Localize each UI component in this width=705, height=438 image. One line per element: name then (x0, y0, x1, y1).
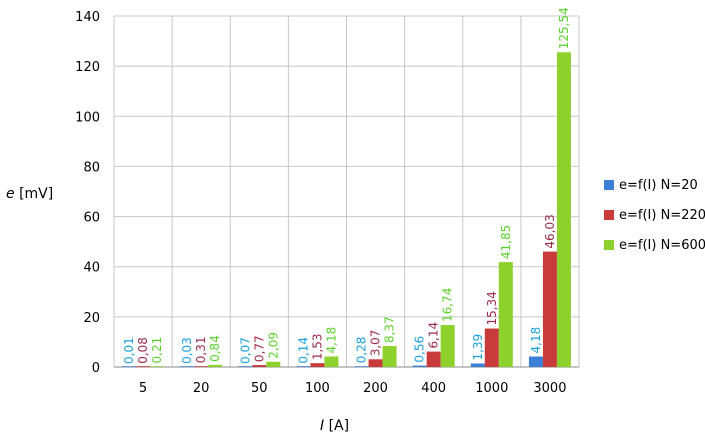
bar (180, 366, 195, 367)
grid-lines (113, 15, 580, 368)
x-tick-label: 3000 (533, 381, 566, 396)
y-tick-label: 0 (92, 361, 100, 376)
x-tick-label: 50 (251, 381, 268, 396)
x-axis-label: I [A] (320, 418, 349, 434)
y-tick-label: 60 (83, 211, 100, 226)
data-label: 125,54 (557, 7, 571, 49)
data-label: 4,18 (324, 327, 338, 354)
data-label: 0,28 (355, 337, 369, 364)
legend-swatch (604, 210, 614, 220)
x-tick-label: 1000 (475, 381, 508, 396)
legend-label: e=f(I) N=600 (619, 238, 705, 253)
bar (122, 366, 137, 367)
data-label: 0,01 (122, 337, 136, 364)
data-label: 0,03 (180, 337, 194, 364)
data-label: 0,56 (413, 336, 427, 363)
y-tick-label: 100 (75, 110, 100, 125)
bar (194, 366, 209, 367)
bar (324, 356, 339, 367)
bar (484, 328, 499, 367)
legend-swatch (604, 240, 614, 250)
data-label: 8,37 (383, 316, 397, 343)
x-tick-label: 100 (305, 381, 330, 396)
bar (368, 359, 383, 367)
bar (252, 365, 267, 367)
bar (310, 363, 325, 367)
y-axis-label: e [mV] (6, 186, 53, 202)
data-label: 3,07 (369, 330, 383, 357)
bar (542, 251, 557, 367)
data-label: 0,84 (208, 335, 222, 362)
bar (150, 366, 165, 367)
bar (556, 52, 571, 367)
x-axis-label-symbol: I (320, 418, 324, 434)
legend-swatch (604, 180, 614, 190)
y-tick-label: 20 (83, 311, 100, 326)
bars-group (122, 52, 571, 367)
data-label: 1,39 (471, 334, 485, 361)
data-label: 0,31 (194, 337, 208, 364)
bar (412, 365, 427, 367)
data-label: 41,85 (499, 225, 513, 259)
data-label: 0,14 (296, 337, 310, 364)
bar (136, 366, 151, 367)
legend-label: e=f(I) N=20 (619, 178, 698, 193)
y-tick-label: 80 (83, 160, 100, 175)
bar (296, 366, 311, 367)
bar (266, 361, 281, 367)
bar (354, 366, 369, 367)
bar (440, 325, 455, 367)
data-label: 15,34 (485, 291, 499, 325)
x-tick-label: 5 (139, 381, 147, 396)
data-label: 0,77 (252, 335, 266, 362)
x-tick-label: 20 (193, 381, 210, 396)
y-axis-label-unit: [mV] (15, 186, 54, 202)
y-axis-ticks: 0 20 40 60 80 100 120 140 (75, 10, 100, 376)
data-label: 4,18 (529, 327, 543, 354)
data-label: 0,07 (238, 337, 252, 364)
x-tick-label: 400 (421, 381, 446, 396)
y-tick-label: 40 (83, 261, 100, 276)
legend-label: e=f(I) N=220 (619, 208, 705, 223)
bar (528, 356, 543, 367)
data-label: 16,74 (441, 288, 455, 322)
x-axis-ticks: 5 20 50 100 200 400 1000 3000 (139, 381, 567, 396)
data-label: 6,14 (427, 322, 441, 349)
data-labels-group: 0,01 0,03 0,07 0,14 0,28 0,56 1,39 4,18 0,08 0,31… (122, 7, 571, 364)
legend: e=f(I) N=20 e=f(I) N=220 e=f(I) N=600 (604, 178, 705, 253)
bar (382, 346, 397, 367)
data-label: 0,21 (150, 337, 164, 364)
data-label: 2,09 (266, 332, 280, 359)
data-label: 0,08 (136, 337, 150, 364)
y-axis-label-symbol: e (6, 186, 15, 202)
data-label: 46,03 (543, 214, 557, 248)
bar (208, 364, 223, 367)
x-axis-label-unit: [A] (324, 418, 349, 434)
bar (470, 363, 485, 367)
y-tick-label: 120 (75, 60, 100, 75)
y-tick-label: 140 (75, 10, 100, 25)
bar (498, 262, 513, 367)
data-label: 1,53 (310, 333, 324, 360)
bar (238, 366, 253, 367)
x-tick-label: 200 (363, 381, 388, 396)
bar (426, 351, 441, 367)
